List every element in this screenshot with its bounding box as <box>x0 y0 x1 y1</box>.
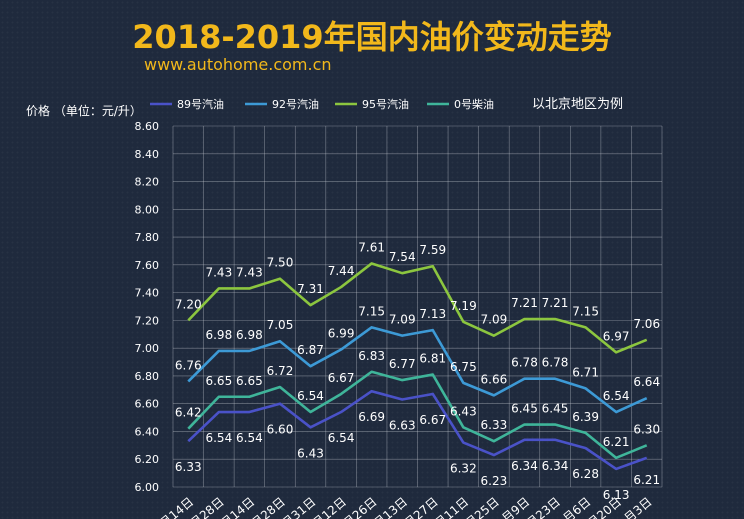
series-line-2 <box>187 262 648 354</box>
data-label: 6.54 <box>603 389 630 403</box>
data-label: 6.45 <box>511 402 538 416</box>
legend-label: 92号汽油 <box>272 97 319 111</box>
data-label: 6.54 <box>328 431 355 445</box>
data-label: 7.05 <box>267 318 294 332</box>
data-label: 6.13 <box>603 488 630 502</box>
data-label: 6.76 <box>175 358 202 372</box>
data-label: 6.75 <box>450 360 477 374</box>
y-tick-label: 7.80 <box>135 231 160 244</box>
data-label: 7.09 <box>389 313 416 327</box>
data-label: 6.21 <box>603 435 630 449</box>
data-label: 6.77 <box>389 357 416 371</box>
data-label: 7.43 <box>205 265 232 279</box>
data-label: 6.54 <box>297 389 324 403</box>
data-label: 6.64 <box>633 375 660 389</box>
y-axis-label: 价格 （单位：元/升） <box>26 103 142 118</box>
data-label: 7.21 <box>542 296 569 310</box>
data-label: 6.42 <box>175 406 202 420</box>
data-label: 7.61 <box>358 240 385 254</box>
series-lines <box>187 262 648 471</box>
data-label: 6.72 <box>267 364 294 378</box>
data-label: 7.09 <box>481 313 508 327</box>
data-label: 7.54 <box>389 250 416 264</box>
data-label: 6.54 <box>205 431 232 445</box>
data-label: 7.13 <box>419 307 446 321</box>
data-label: 6.81 <box>419 352 446 366</box>
y-tick-label: 6.20 <box>135 453 160 466</box>
legend-label: 95号汽油 <box>362 97 409 111</box>
data-label: 6.71 <box>572 365 599 379</box>
y-tick-label: 6.80 <box>135 370 160 383</box>
y-tick-label: 7.00 <box>135 342 160 355</box>
y-tick-label: 6.40 <box>135 425 160 438</box>
data-label: 7.50 <box>267 256 294 270</box>
series-line-0 <box>187 389 648 471</box>
x-tick-label: 月9日 <box>499 495 532 519</box>
data-label: 7.06 <box>633 317 660 331</box>
y-tick-label: 7.20 <box>135 314 160 327</box>
data-label: 7.19 <box>450 299 477 313</box>
y-tick-label: 7.40 <box>135 287 160 300</box>
data-label: 7.44 <box>328 264 355 278</box>
y-tick-label: 6.00 <box>135 481 160 494</box>
data-label: 6.67 <box>328 371 355 385</box>
legend-label: 0号柴油 <box>454 97 494 111</box>
chart-subtitle: www.autohome.com.cn <box>144 55 332 74</box>
x-tick-label: 月14日 <box>157 495 196 519</box>
data-label: 6.78 <box>542 356 569 370</box>
legend-label: 89号汽油 <box>177 97 224 111</box>
data-label: 6.33 <box>175 460 202 474</box>
data-label: 7.15 <box>358 304 385 318</box>
data-label: 7.43 <box>236 265 263 279</box>
data-label: 6.43 <box>450 404 477 418</box>
data-labels: 6.336.54 6.546.606.436.546.696.63 6.676.32… <box>175 240 660 501</box>
data-label: 7.31 <box>297 282 324 296</box>
chart-title: 2018-2019年国内油价变动走势 <box>132 18 611 56</box>
data-label: 6.78 <box>511 356 538 370</box>
data-label: 6.34 <box>511 459 538 473</box>
data-label: 6.43 <box>297 446 324 460</box>
data-label: 7.59 <box>419 243 446 257</box>
x-tick-label: 月6日 <box>560 495 593 519</box>
data-label: 7.20 <box>175 297 202 311</box>
data-label: 6.32 <box>450 462 477 476</box>
data-label: 6.99 <box>328 327 355 341</box>
chart-note: 以北京地区为例 <box>532 97 623 112</box>
data-label: 6.45 <box>542 402 569 416</box>
y-tick-label: 8.60 <box>135 120 160 133</box>
series-line-3 <box>187 370 648 460</box>
data-label: 7.21 <box>511 296 538 310</box>
y-tick-label: 8.20 <box>135 176 160 189</box>
data-label: 6.54 <box>236 431 263 445</box>
data-label: 6.28 <box>572 467 599 481</box>
y-tick-label: 6.60 <box>135 398 160 411</box>
data-label: 6.98 <box>236 328 263 342</box>
data-label: 6.60 <box>267 423 294 437</box>
data-label: 6.34 <box>542 459 569 473</box>
y-tick-label: 8.40 <box>135 148 160 161</box>
y-tick-label: 7.60 <box>135 259 160 272</box>
data-label: 6.65 <box>205 374 232 388</box>
data-label: 6.39 <box>572 410 599 424</box>
data-label: 6.30 <box>633 422 660 436</box>
data-label: 7.15 <box>572 304 599 318</box>
data-label: 6.98 <box>205 328 232 342</box>
data-label: 6.66 <box>481 372 508 386</box>
data-label: 6.67 <box>419 413 446 427</box>
y-tick-label: 8.00 <box>135 203 160 216</box>
data-label: 6.63 <box>389 419 416 433</box>
data-label: 6.83 <box>358 349 385 363</box>
series-line-1 <box>187 326 648 414</box>
data-label: 6.21 <box>633 473 660 487</box>
legend: 89号汽油 92号汽油 95号汽油 0号柴油 <box>150 97 494 111</box>
data-label: 6.87 <box>297 343 324 357</box>
data-label: 6.65 <box>236 374 263 388</box>
data-label: 6.33 <box>481 418 508 432</box>
data-label: 6.97 <box>603 329 630 343</box>
data-label: 6.69 <box>358 410 385 424</box>
data-label: 6.23 <box>481 474 508 488</box>
